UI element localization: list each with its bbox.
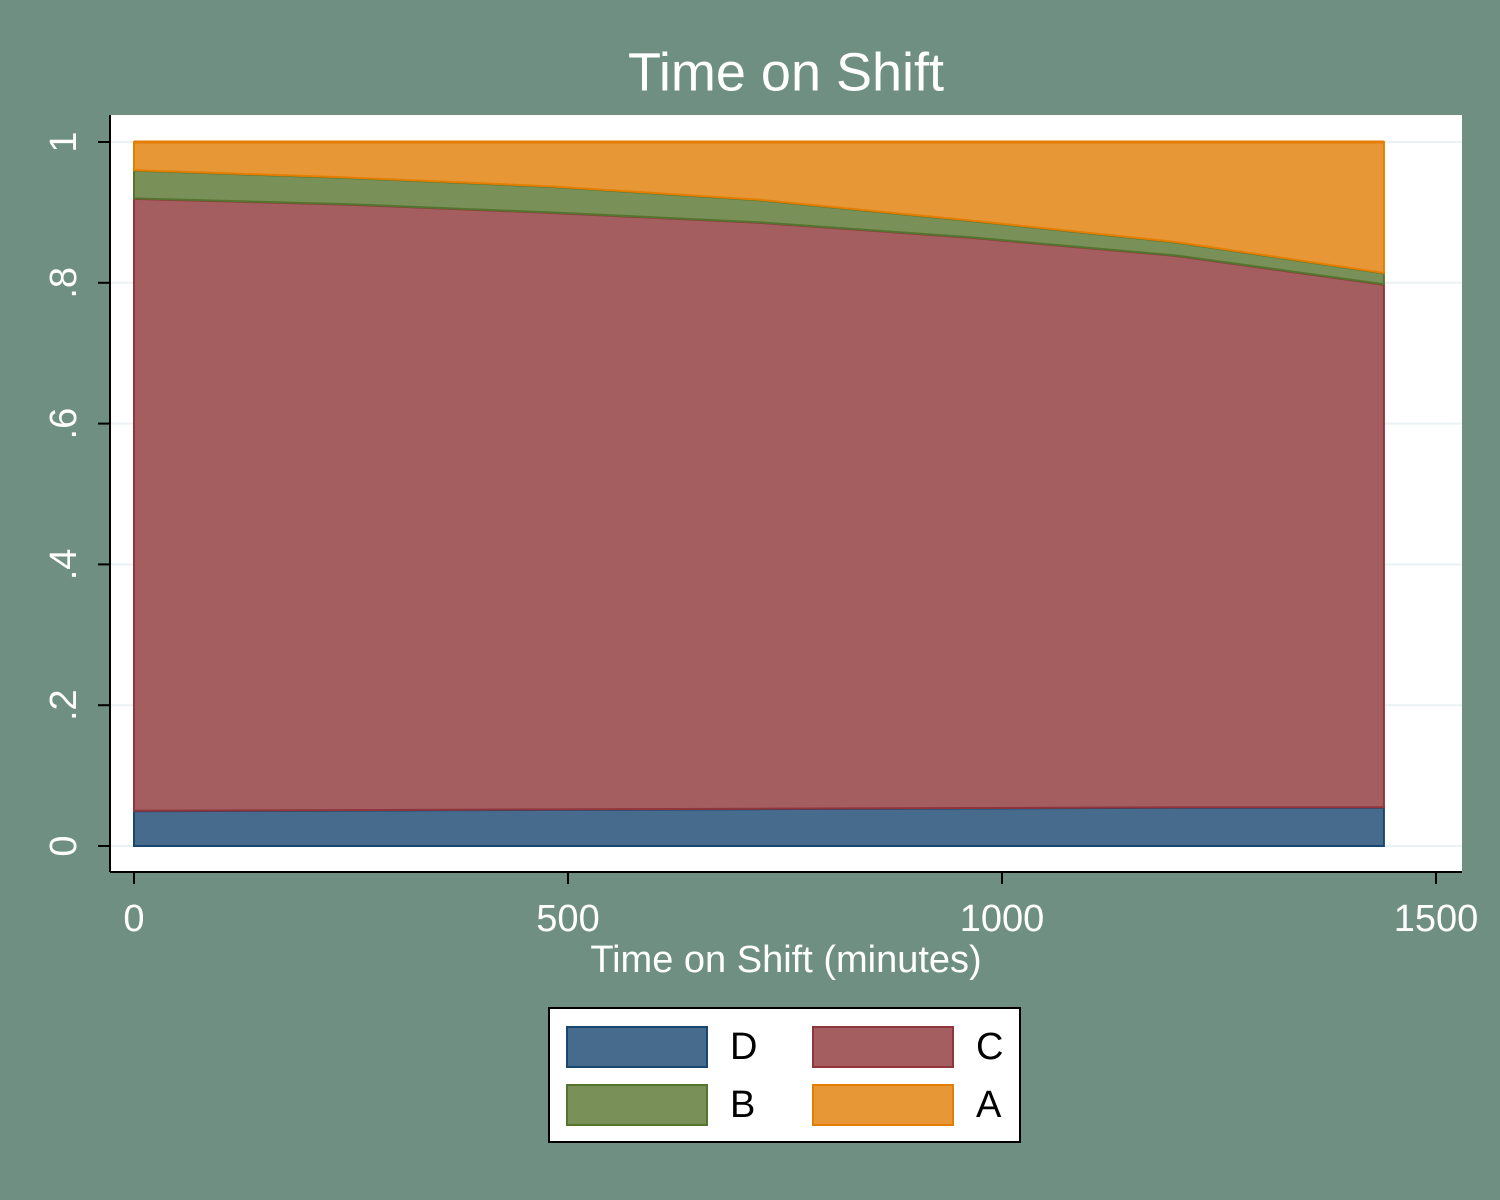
legend-label: A <box>976 1084 1002 1126</box>
y-tick-label: 0 <box>43 835 85 856</box>
y-tick-label: .8 <box>43 267 85 299</box>
chart-title: Time on Shift <box>628 42 944 102</box>
area-fill <box>133 806 1385 847</box>
x-tick-label: 500 <box>536 898 599 940</box>
y-tick-label: 1 <box>43 131 85 152</box>
x-tick-label: 1000 <box>960 898 1045 940</box>
area-fill <box>133 197 1385 812</box>
x-tick-label: 0 <box>123 898 144 940</box>
legend-swatch <box>566 1026 708 1068</box>
legend-label: B <box>730 1084 755 1126</box>
y-tick-label: .6 <box>43 408 85 440</box>
legend-swatch <box>566 1084 708 1126</box>
x-tick-label: 1500 <box>1394 898 1479 940</box>
y-tick-label: .4 <box>43 549 85 581</box>
legend-swatch <box>812 1026 954 1068</box>
y-tick-label: .2 <box>43 689 85 721</box>
legend-label: D <box>730 1026 757 1068</box>
legend-swatch <box>812 1084 954 1126</box>
x-axis-title: Time on Shift (minutes) <box>590 939 981 981</box>
legend-label: C <box>976 1026 1003 1068</box>
